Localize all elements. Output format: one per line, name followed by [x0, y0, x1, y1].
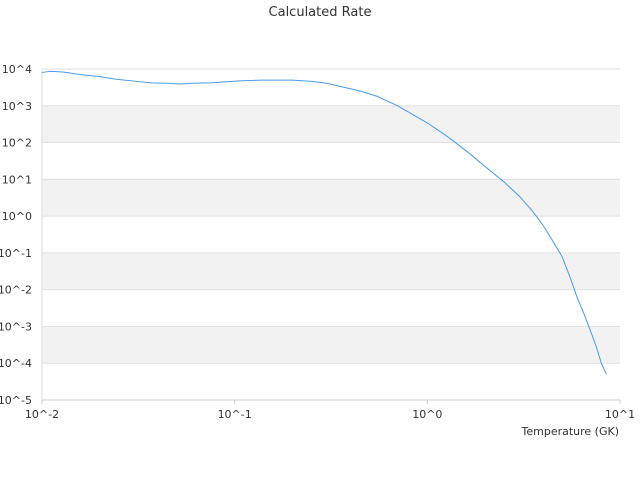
y-tick-label: 10^-4 — [0, 357, 32, 370]
gridlines — [41, 68, 620, 401]
chart-title: Calculated Rate — [269, 5, 372, 20]
y-tick-label: 10^3 — [2, 100, 32, 113]
tick-labels: 10^4 10^3 10^2 10^1 10^0 10^-1 10^-2 10^-3 10^-4… — [0, 63, 635, 421]
grid-bands — [42, 105, 620, 364]
y-tick-label: 10^2 — [2, 137, 32, 150]
grid-band — [42, 105, 620, 143]
y-tick-label: 10^-5 — [0, 394, 32, 407]
x-tick-label: 10^0 — [412, 408, 442, 421]
y-tick-label: 10^4 — [2, 63, 32, 76]
y-tick-label: 10^-1 — [0, 247, 32, 260]
y-tick-label: 10^-2 — [0, 284, 32, 297]
grid-band — [42, 326, 620, 364]
x-axis-title: Temperature (GK) — [521, 425, 620, 438]
y-tick-label: 10^0 — [2, 210, 32, 223]
x-tick-label: 10^-1 — [218, 408, 252, 421]
grid-band — [42, 179, 620, 217]
grid-band — [42, 252, 620, 290]
series-line — [41, 70, 607, 375]
x-tick-label: 10^-2 — [25, 408, 59, 421]
y-tick-label: 10^-3 — [0, 320, 32, 333]
y-tick-label: 10^1 — [2, 173, 32, 186]
x-tick-label: 10^1 — [605, 408, 635, 421]
